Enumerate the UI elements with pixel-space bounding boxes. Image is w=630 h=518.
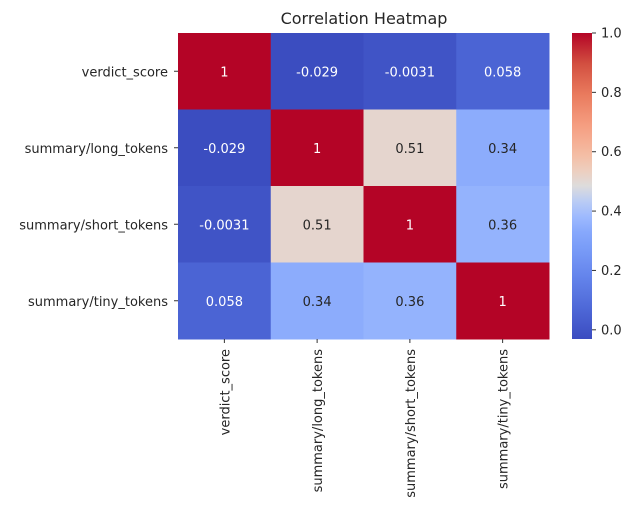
colorbar-tick-label: 0.2 [601,264,622,279]
column-tick-label: summary/short_tokens [404,349,419,498]
heatmap-cell [270,109,364,187]
heatmap-cell [363,262,457,340]
colorbar-tick-label: 0.0 [601,323,622,338]
cell-value-label: 0.36 [395,295,424,310]
heatmap-cell [363,109,457,187]
row-tick-label: summary/short_tokens [19,218,168,233]
heatmap-cell [178,33,272,110]
heatmap-cell [363,186,457,263]
heatmap-cell [456,186,550,263]
heatmap-cells: 1 -0.029 -0.0031 0.058 -0.029 1 0.51 0.34 -0.003… [178,33,550,340]
heatmap-cell [456,33,550,110]
chart-title: Correlation Heatmap [281,9,448,28]
column-tick-label: summary/long_tokens [311,349,326,493]
heatmap-cell [456,262,550,340]
row-tick-label: verdict_score [82,65,168,80]
cell-value-label: 0.34 [488,142,517,157]
cell-value-label: -0.0031 [199,218,249,233]
heatmap-cell [270,262,364,340]
cell-value-label: 0.51 [395,142,424,157]
colorbar-tick-label: 0.4 [601,205,622,220]
heatmap-cell [270,186,364,263]
row-tick-label: summary/tiny_tokens [28,295,168,310]
cell-value-label: -0.029 [296,65,338,80]
heatmap-cell [270,33,364,110]
column-tick-label: verdict_score [218,349,233,435]
cell-value-label: 1 [498,295,506,310]
colorbar: 0.0 0.2 0.4 0.6 0.8 1.0 [572,27,622,339]
cell-value-label: 1 [220,65,228,80]
colorbar-gradient [572,33,592,339]
cell-value-label: 0.36 [488,218,517,233]
row-tick-label: summary/long_tokens [25,142,169,157]
cell-value-label: 0.058 [206,295,243,310]
colorbar-tick-label: 0.8 [601,86,622,101]
heatmap-cell [178,262,272,340]
cell-value-label: 0.51 [303,218,332,233]
cell-value-label: 0.34 [303,295,332,310]
cell-value-label: 1 [313,142,321,157]
colorbar-tick-label: 0.6 [601,145,622,160]
heatmap-cell [363,33,457,110]
column-tick-labels: verdict_score summary/long_tokens summary/… [218,339,512,498]
cell-value-label: 1 [406,218,414,233]
heatmap-cell [178,109,272,187]
heatmap-cell [178,186,272,263]
cell-value-label: -0.0031 [385,65,435,80]
row-tick-labels: verdict_score summary/long_tokens summary/… [19,65,178,310]
cell-value-label: 0.058 [484,65,521,80]
heatmap-cell [456,109,550,187]
column-tick-label: summary/tiny_tokens [497,349,512,489]
cell-value-label: -0.029 [203,142,245,157]
colorbar-tick-label: 1.0 [601,27,622,42]
